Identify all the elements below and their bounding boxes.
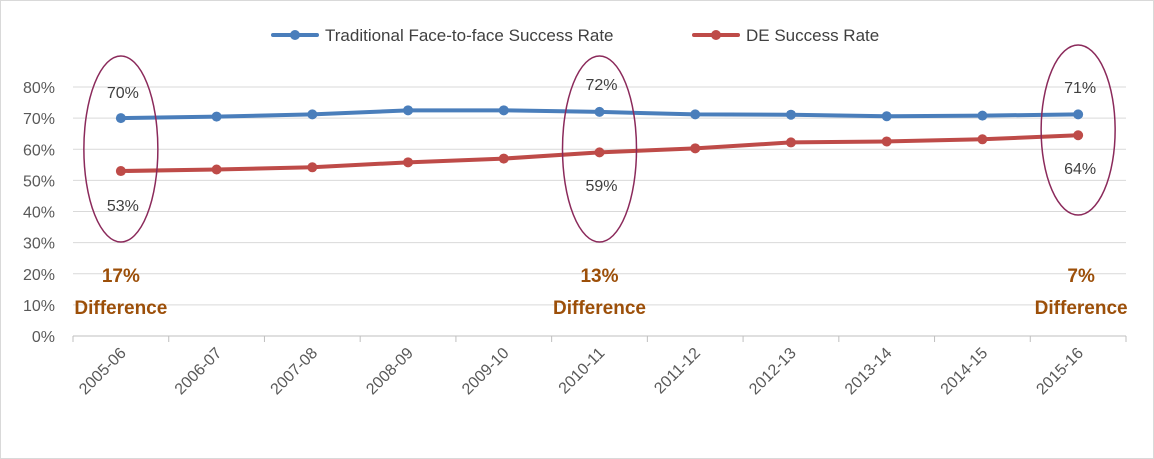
series-0-point [594,106,605,117]
series-1-point [307,162,318,173]
series-1-point [211,164,222,175]
bottom-value-label: 64% [1064,161,1096,178]
legend-label-0: Traditional Face-to-face Success Rate [325,26,614,45]
axes: 0% 10% 20% 30% 40% 50% 60% 70% 80% 2005-06 2006-07… [23,80,1127,399]
legend-marker-0 [290,30,300,40]
difference-word: Difference [553,298,646,319]
series-0-point [881,111,892,122]
difference-value: 17% [102,266,140,287]
series-1-point [881,136,892,147]
series-0-point [1073,109,1084,120]
x-tick-label: 2009-10 [459,345,513,399]
legend-label-1: DE Success Rate [746,26,879,45]
series-0-point [977,110,988,121]
series-1-point [115,166,126,177]
series-1-point [785,137,796,148]
x-tick-label: 2012-13 [746,345,800,399]
legend: Traditional Face-to-face Success Rate DE … [271,26,879,45]
x-tick-label: 2010-11 [556,345,609,398]
y-tick-label: 60% [23,142,55,159]
y-tick-label: 0% [32,329,55,346]
series-0-point [690,109,701,120]
series-0-point [115,113,126,124]
highlight-ellipse [561,55,638,243]
y-tick-label: 10% [23,298,55,315]
series-0-point [498,105,509,116]
y-tick-label: 30% [23,236,55,253]
difference-word: Difference [1035,298,1128,319]
series-1-point [690,143,701,154]
x-tick-label: 2013-14 [842,345,896,399]
y-tick-label: 50% [23,173,55,190]
series [115,105,1084,177]
difference-value: 13% [580,266,618,287]
series-0-point [403,105,414,116]
top-value-label: 70% [107,85,139,102]
annotations: 70% 53% 17% Difference 72% 59% 13% Difference 71… [74,44,1128,319]
top-value-label: 72% [585,77,617,94]
series-1-point [498,153,509,164]
top-value-label: 71% [1064,80,1096,97]
highlight-ellipse [83,55,159,243]
series-1-point [594,147,605,158]
series-0-point [307,109,318,120]
x-tick-label: 2007-08 [268,345,322,399]
x-tick-label: 2008-09 [363,345,417,399]
x-tick-label: 2014-15 [938,345,992,399]
bottom-value-label: 53% [107,198,139,215]
y-tick-label: 40% [23,205,55,222]
highlight-ellipse [1040,44,1116,216]
series-1-point [403,157,414,168]
x-tick-label: 2015-16 [1033,345,1087,399]
series-0-point [211,111,222,122]
series-1-point [1073,130,1084,141]
x-tick-label: 2006-07 [172,345,226,399]
series-0-point [785,109,796,120]
legend-marker-1 [711,30,721,40]
y-tick-label: 70% [23,111,55,128]
y-tick-label: 20% [23,267,55,284]
bottom-value-label: 59% [585,178,617,195]
series-1-point [977,134,988,145]
difference-word: Difference [74,298,167,319]
y-tick-label: 80% [23,80,55,97]
x-tick-label: 2011-12 [651,345,704,398]
difference-value: 7% [1067,266,1095,287]
x-tick-label: 2005-06 [76,345,130,399]
